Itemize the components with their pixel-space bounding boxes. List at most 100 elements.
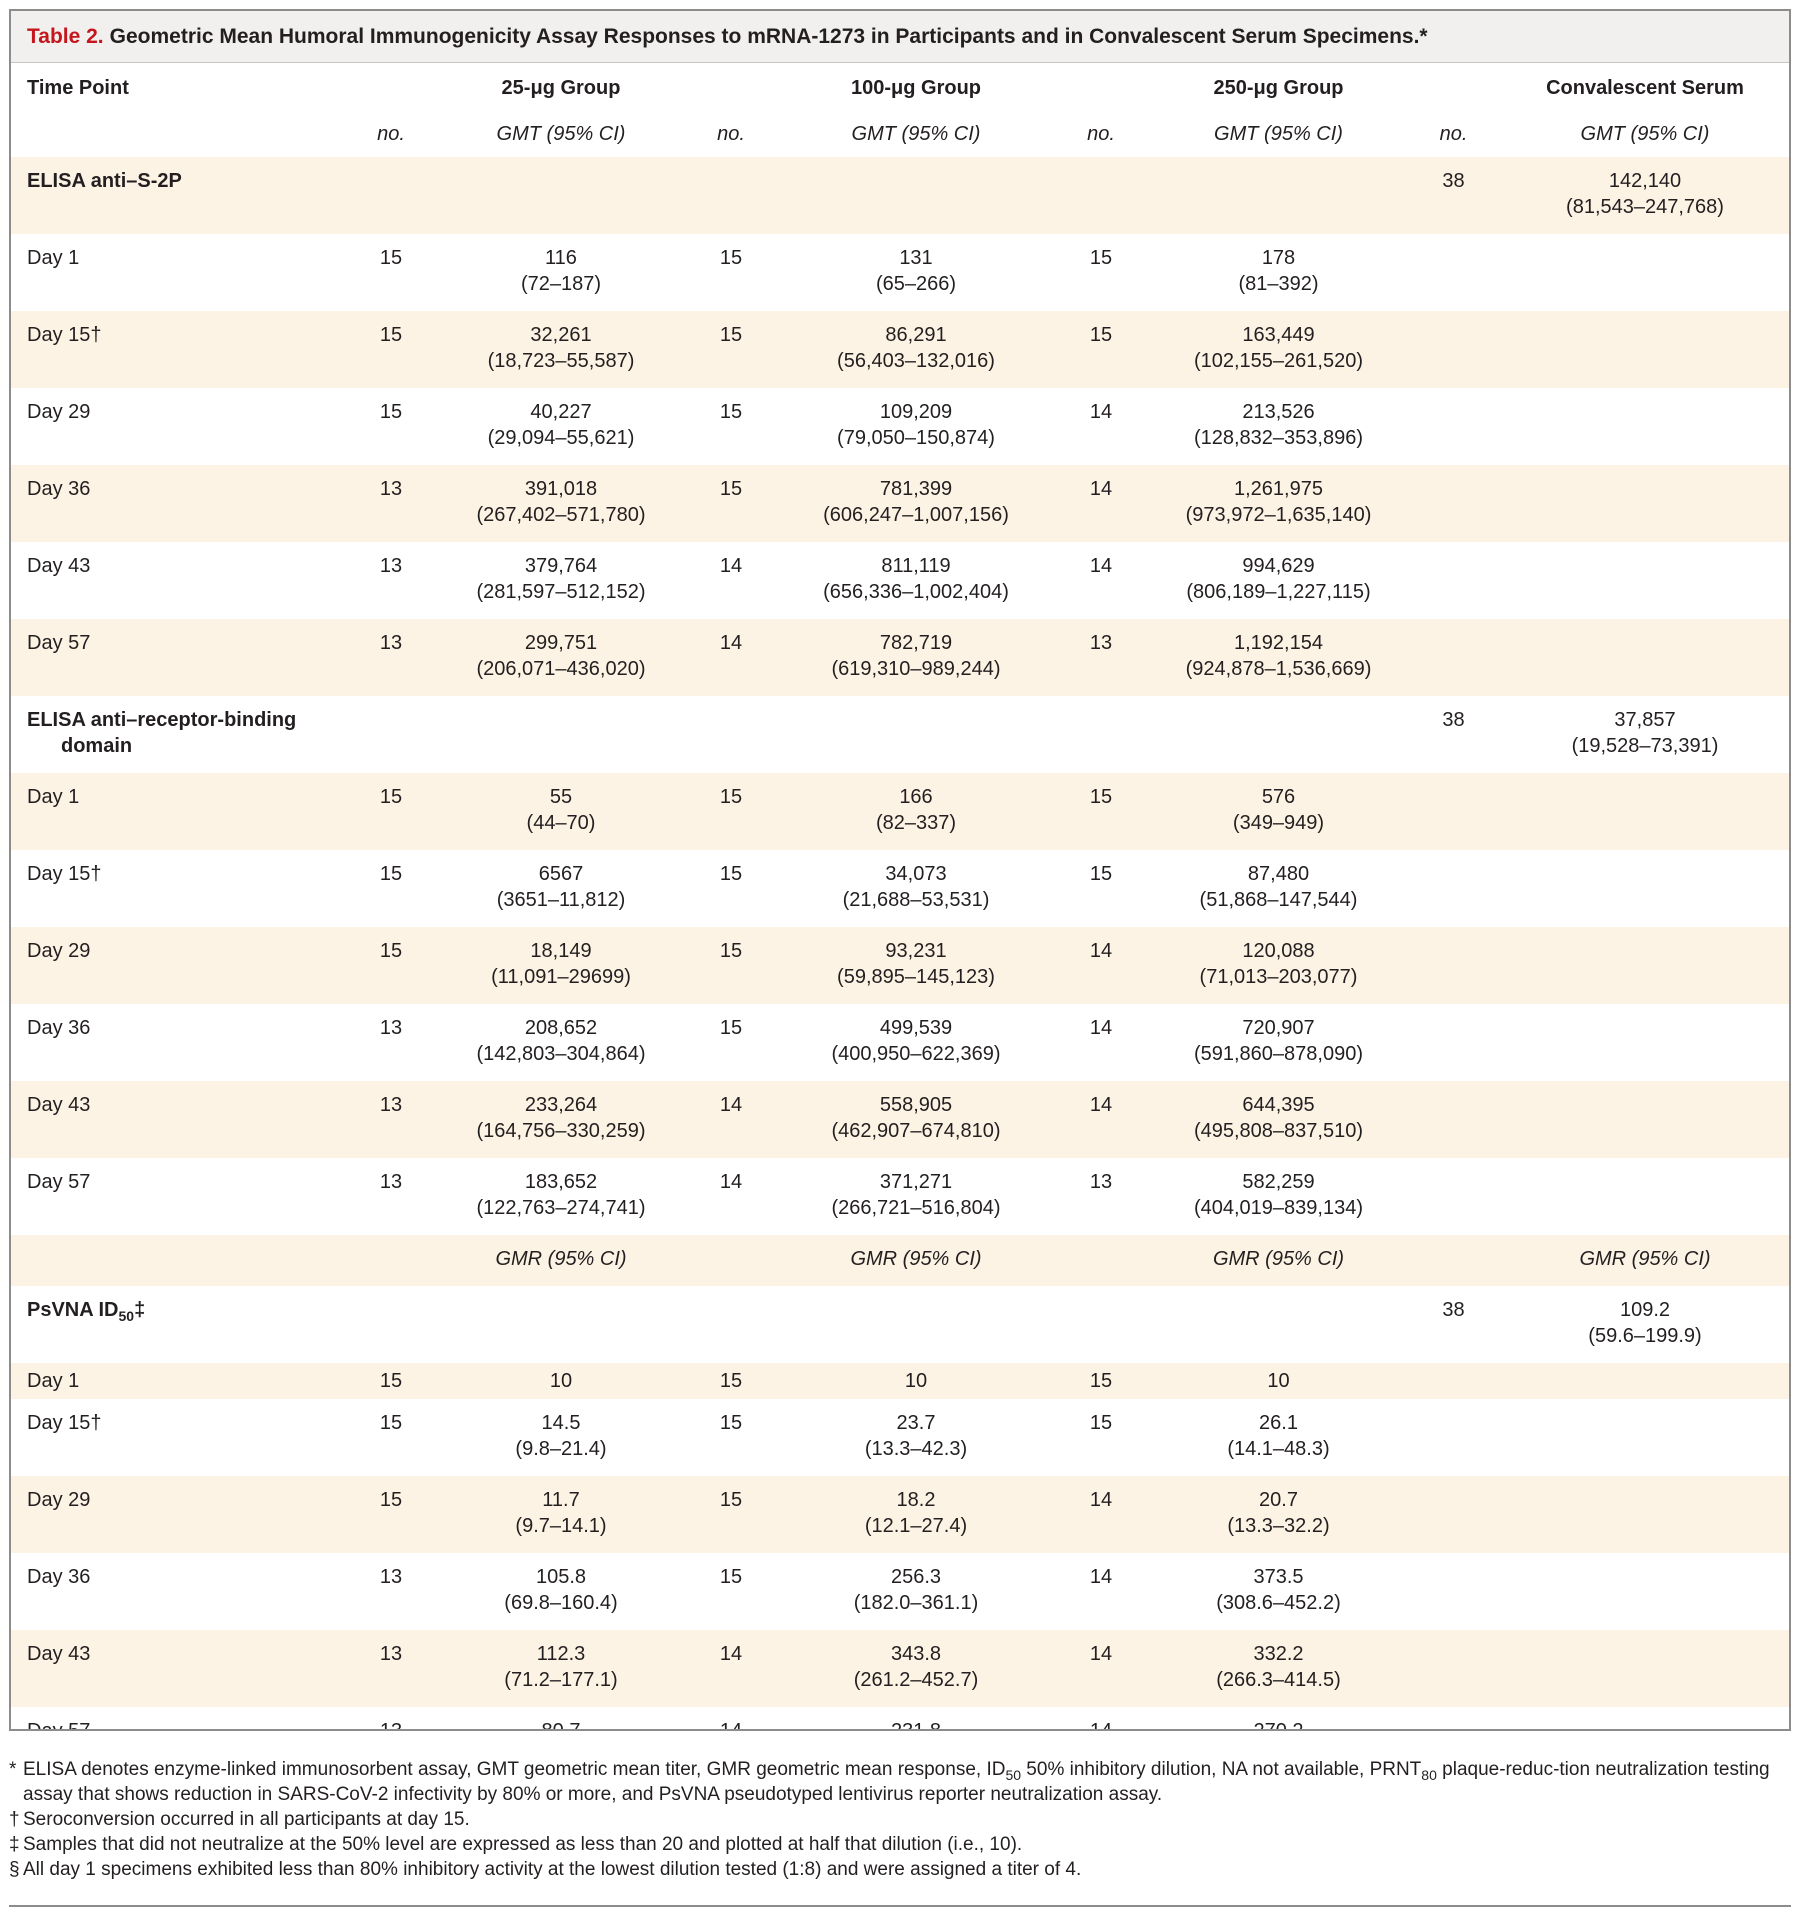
empty-cell: [1501, 619, 1789, 696]
convalescent-count: 38: [1442, 1299, 1465, 1321]
section-name: PsVNA ID: [27, 1299, 119, 1321]
table-row: Day 29 15 11.7 (9.7–14.1) 15 18.2 (12.1–27.4) 1…: [11, 1476, 1789, 1553]
empty-cell: [1501, 927, 1789, 1004]
count-cell: 15: [719, 247, 743, 269]
confidence-interval: (56,403–132,016): [837, 350, 995, 372]
table-row: Day 15† 15 6567 (3651–11,812) 15 34,073 (21,68…: [11, 850, 1789, 927]
value: 644,395: [1242, 1094, 1315, 1116]
empty-cell: [1406, 311, 1501, 388]
count-cell: 14: [681, 619, 781, 696]
section-name-subscript: 50: [118, 1308, 135, 1324]
value: 10: [904, 1370, 928, 1392]
empty-cell: [341, 157, 441, 234]
table-row: Day 57 13 299,751 (206,071–436,020) 14 782,71…: [11, 619, 1789, 696]
confidence-interval: (29,094–55,621): [487, 427, 635, 449]
count-cell: 14: [719, 1171, 743, 1193]
value-cell: 644,395 (495,808–837,510): [1151, 1081, 1406, 1158]
header-spacer: [681, 63, 781, 101]
footnote: ‡ Samples that did not neutralize at the …: [9, 1832, 1791, 1857]
value: 10: [1267, 1370, 1290, 1392]
footnote-text: ELISA denotes enzyme-linked immunosorben…: [23, 1759, 1006, 1780]
value: 391,018: [524, 478, 598, 500]
count-cell: 13: [379, 1566, 403, 1588]
empty-cell: [1501, 388, 1789, 465]
empty-cell: [1406, 1707, 1501, 1729]
empty-cell: [11, 1235, 341, 1286]
value-cell: 558,905 (462,907–674,810): [781, 1081, 1051, 1158]
empty-cell: [441, 696, 681, 773]
empty-cell: [341, 1286, 441, 1363]
count-cell: 15: [681, 927, 781, 1004]
value: 720,907: [1242, 1017, 1315, 1039]
row-label: Day 15†: [27, 863, 102, 885]
value: 582,259: [1242, 1171, 1315, 1193]
column-header-group: 100-μg Group: [850, 77, 982, 99]
column-header-gmt: GMT (95% CI): [1580, 123, 1710, 145]
value: 131: [899, 247, 933, 269]
count-cell: 15: [379, 863, 403, 885]
column-header-gmr: GMR (95% CI): [1501, 1235, 1789, 1286]
count-cell: 15: [379, 247, 403, 269]
header-spacer: [341, 63, 441, 101]
gmr-header-row: GMR (95% CI) GMR (95% CI) GMR (95% CI) GMR …: [11, 1235, 1789, 1286]
table-row: Day 29 15 18,149 (11,091–29699) 15 93,231 (59,…: [11, 927, 1789, 1004]
count-cell: 13: [379, 1171, 403, 1193]
value-cell: 166 (82–337): [781, 773, 1051, 850]
value-cell: 332.2 (266.3–414.5): [1151, 1630, 1406, 1707]
confidence-interval: (308.6–452.2): [1216, 1592, 1341, 1614]
empty-cell: [1501, 1081, 1789, 1158]
table-title: Table 2. Geometric Mean Humoral Immunoge…: [11, 11, 1789, 63]
confidence-interval: (14.1–48.3): [1227, 1438, 1330, 1460]
row-label: Day 15†: [11, 311, 341, 388]
confidence-interval: (72–187): [520, 273, 602, 295]
value: 208,652: [524, 1017, 598, 1039]
confidence-interval: (21,688–53,531): [842, 889, 990, 911]
value-cell: 256.3 (182.0–361.1): [781, 1553, 1051, 1630]
count-cell: 14: [1051, 1476, 1151, 1553]
count-cell: 15: [341, 773, 441, 850]
count-cell: 14: [1051, 465, 1151, 542]
count-cell: 13: [379, 555, 403, 577]
value-cell: 371,271 (266,721–516,804): [781, 1158, 1051, 1235]
section-header-row: ELISA anti–receptor-binding domain 38 37,85…: [11, 696, 1789, 773]
value-cell: 576 (349–949): [1151, 773, 1406, 850]
value-cell: 23.7 (13.3–42.3): [781, 1399, 1051, 1476]
confidence-interval: (606,247–1,007,156): [823, 504, 1009, 526]
empty-cell: [1501, 1399, 1789, 1476]
count-cell: 13: [1089, 1171, 1113, 1193]
value: 163,449: [1242, 324, 1315, 346]
footnote-symbol: §: [9, 1859, 20, 1880]
value-cell: 1,261,975 (973,972–1,635,140): [1151, 465, 1406, 542]
confidence-interval: (81,543–247,768): [1566, 196, 1724, 218]
value: 781,399: [879, 478, 953, 500]
column-header-time-point: Time Point: [27, 77, 129, 99]
confidence-interval: (266.3–414.5): [1216, 1669, 1341, 1691]
section-label: ELISA anti–S-2P: [11, 157, 341, 234]
empty-cell: [1501, 542, 1789, 619]
column-header-gmt: GMT (95% CI): [851, 123, 981, 145]
value: 213,526: [1242, 401, 1315, 423]
confidence-interval: (79,050–150,874): [837, 427, 995, 449]
confidence-interval: (44–70): [526, 812, 596, 834]
column-header-no: no.: [717, 123, 745, 145]
empty-cell: [681, 1235, 781, 1286]
footnote-subscript: 50: [1005, 1766, 1022, 1783]
count-cell: 15: [379, 1412, 403, 1434]
count-cell: 15: [379, 401, 403, 423]
confidence-interval: (182.0–361.1): [853, 1592, 979, 1614]
value: 299,751: [524, 632, 598, 654]
row-label: Day 36: [27, 1017, 91, 1039]
empty-cell: [681, 157, 781, 234]
value-cell: 40,227 (29,094–55,621): [441, 388, 681, 465]
column-header-no: no.: [1087, 123, 1115, 145]
value: 782,719: [879, 632, 953, 654]
value-cell: 34,073 (21,688–53,531): [781, 850, 1051, 927]
column-header-group: 250-μg Group: [1213, 77, 1344, 99]
value: 142,140: [1608, 170, 1682, 192]
count-cell: 13: [341, 1630, 441, 1707]
value: 120,088: [1242, 940, 1315, 962]
footnote-symbol: †: [9, 1809, 20, 1830]
footnote: § All day 1 specimens exhibited less than…: [9, 1857, 1791, 1882]
value: 1,261,975: [1234, 478, 1323, 500]
value-cell: 373.5 (308.6–452.2): [1151, 1553, 1406, 1630]
